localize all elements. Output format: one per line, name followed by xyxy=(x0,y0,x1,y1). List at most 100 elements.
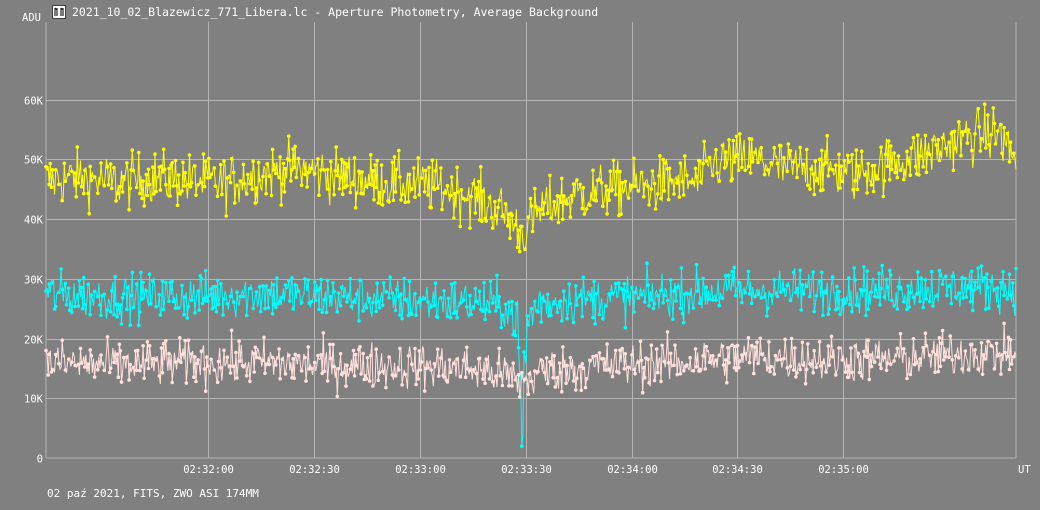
y-tick-label: 20K xyxy=(24,335,44,347)
data-point xyxy=(964,295,969,299)
data-point xyxy=(170,279,174,284)
data-point xyxy=(400,192,404,197)
data-point xyxy=(592,279,596,284)
data-point xyxy=(194,193,198,197)
data-point xyxy=(916,133,920,137)
data-point xyxy=(607,292,611,296)
data-point xyxy=(373,163,377,167)
data-point xyxy=(495,273,499,278)
data-point xyxy=(312,360,317,365)
data-point xyxy=(256,160,261,165)
data-point xyxy=(772,278,777,282)
data-point xyxy=(919,276,923,281)
data-point xyxy=(78,346,83,351)
data-point xyxy=(455,165,459,170)
data-point xyxy=(189,352,194,356)
data-point xyxy=(83,168,87,173)
data-point xyxy=(181,160,185,165)
data-point xyxy=(658,154,662,158)
data-point xyxy=(376,201,381,205)
data-point xyxy=(417,193,422,197)
data-point xyxy=(222,297,226,301)
data-point xyxy=(141,179,145,183)
data-point xyxy=(882,179,887,183)
data-point xyxy=(335,173,340,178)
data-point xyxy=(267,362,272,367)
data-point xyxy=(820,270,824,275)
data-point xyxy=(811,270,815,274)
data-point xyxy=(393,308,398,313)
data-point xyxy=(1008,140,1013,144)
data-point xyxy=(688,292,692,296)
data-point xyxy=(391,198,396,202)
data-point xyxy=(250,187,254,191)
data-point xyxy=(212,166,217,170)
data-point xyxy=(775,294,780,299)
data-point xyxy=(982,275,987,280)
data-point xyxy=(141,344,145,348)
data-point xyxy=(238,179,242,183)
data-point xyxy=(811,370,815,375)
data-point xyxy=(503,362,508,366)
data-point xyxy=(477,289,482,294)
data-point xyxy=(49,185,54,189)
data-point xyxy=(469,194,473,199)
data-point xyxy=(980,372,985,377)
data-point xyxy=(199,349,204,354)
data-point xyxy=(736,365,741,370)
data-point xyxy=(160,170,165,174)
data-point xyxy=(361,192,366,196)
data-point xyxy=(617,281,621,286)
data-point xyxy=(549,313,553,318)
data-point xyxy=(282,190,287,194)
data-point xyxy=(944,355,948,359)
data-point xyxy=(294,175,299,180)
data-point xyxy=(643,182,647,186)
data-point xyxy=(859,149,864,153)
data-point xyxy=(898,332,903,336)
data-point xyxy=(178,336,182,340)
data-point xyxy=(99,161,103,165)
data-point xyxy=(348,367,353,372)
data-point xyxy=(184,381,189,385)
data-point xyxy=(88,312,92,317)
data-point xyxy=(702,139,706,144)
data-point xyxy=(328,342,332,347)
data-point xyxy=(435,347,440,352)
data-point xyxy=(528,196,533,201)
data-point xyxy=(726,346,730,350)
data-point xyxy=(145,340,150,344)
data-point xyxy=(216,359,221,364)
data-point xyxy=(445,314,450,319)
data-point xyxy=(195,361,199,366)
data-point xyxy=(292,376,297,381)
data-point xyxy=(613,281,618,286)
data-point xyxy=(47,282,51,286)
data-point xyxy=(76,362,81,367)
data-point xyxy=(824,291,828,295)
data-point xyxy=(152,192,156,196)
data-point xyxy=(229,328,234,333)
data-point xyxy=(147,343,152,348)
data-point xyxy=(427,165,431,170)
data-point xyxy=(114,199,118,203)
data-point xyxy=(762,295,767,299)
data-point xyxy=(626,295,631,299)
data-point xyxy=(317,193,321,197)
data-point xyxy=(821,313,825,318)
data-point xyxy=(995,129,1000,133)
data-point xyxy=(743,290,747,295)
data-point xyxy=(465,345,469,350)
data-point xyxy=(50,281,55,285)
data-point xyxy=(338,351,343,356)
data-point xyxy=(905,376,909,381)
data-point xyxy=(727,138,731,142)
data-point xyxy=(418,368,423,372)
data-point xyxy=(105,164,110,169)
data-point xyxy=(847,276,851,280)
data-point xyxy=(923,133,928,138)
data-point xyxy=(730,343,734,348)
data-point xyxy=(801,162,806,167)
data-point xyxy=(970,269,974,274)
data-point xyxy=(364,184,369,188)
